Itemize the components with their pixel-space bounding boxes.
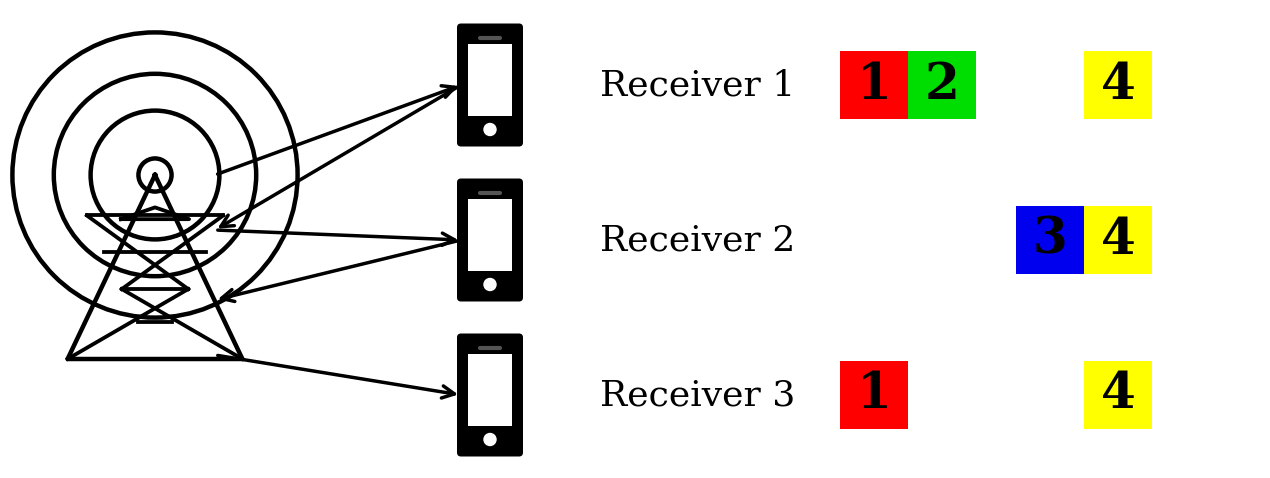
FancyBboxPatch shape [908,51,977,119]
Text: 3: 3 [1033,216,1067,264]
Circle shape [484,123,497,135]
Text: 4: 4 [1101,216,1135,264]
FancyBboxPatch shape [839,361,908,429]
Text: 4: 4 [1101,370,1135,420]
FancyBboxPatch shape [839,51,908,119]
Text: 2: 2 [925,61,959,109]
FancyBboxPatch shape [1085,206,1152,274]
Text: Receiver 1: Receiver 1 [599,68,795,102]
FancyBboxPatch shape [457,178,523,302]
Text: Receiver 3: Receiver 3 [599,378,795,412]
FancyBboxPatch shape [457,23,523,146]
FancyBboxPatch shape [469,44,512,116]
FancyBboxPatch shape [1085,51,1152,119]
Text: 4: 4 [1101,61,1135,109]
Text: 1: 1 [856,370,892,420]
FancyBboxPatch shape [1016,206,1085,274]
FancyBboxPatch shape [457,334,523,456]
FancyBboxPatch shape [1085,361,1152,429]
Circle shape [484,434,497,445]
Text: 1: 1 [856,61,892,109]
Circle shape [484,279,497,291]
Text: Receiver 2: Receiver 2 [599,223,795,257]
FancyBboxPatch shape [469,199,512,271]
FancyBboxPatch shape [469,354,512,425]
